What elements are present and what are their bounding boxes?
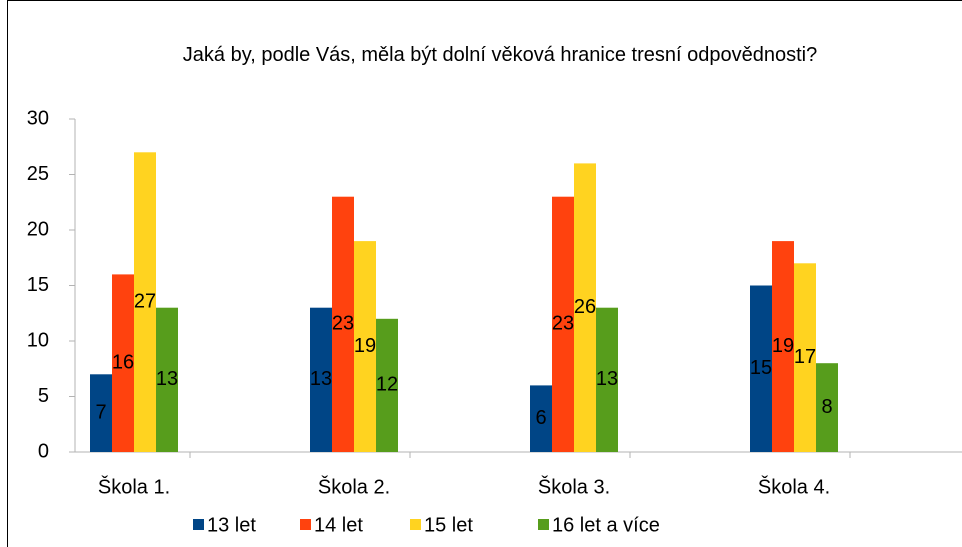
data-label: 19: [772, 335, 794, 357]
legend-swatch: [538, 519, 549, 530]
bar: [552, 196, 574, 452]
bar: [772, 241, 794, 452]
bar: [750, 285, 772, 452]
data-label: 7: [95, 401, 106, 423]
bar: [332, 196, 354, 452]
data-label: 8: [821, 396, 832, 418]
legend-swatch: [193, 519, 204, 530]
x-tick-label: Škola 3.: [538, 475, 610, 498]
y-tick-label: 15: [27, 274, 49, 296]
bar: [794, 263, 816, 452]
bar: [112, 274, 134, 452]
legend-label: 16 let a více: [552, 514, 660, 536]
bar: [156, 307, 178, 452]
data-label: 13: [310, 368, 332, 390]
data-label: 6: [535, 407, 546, 429]
data-label: 15: [750, 357, 772, 379]
y-tick-label: 30: [27, 107, 49, 129]
legend-swatch: [410, 519, 421, 530]
data-label: 27: [134, 290, 156, 312]
data-label: 26: [574, 296, 596, 318]
bar: [310, 307, 332, 452]
y-tick-label: 10: [27, 329, 49, 351]
data-label: 23: [552, 313, 574, 335]
data-label: 17: [794, 346, 816, 368]
y-tick-label: 20: [27, 218, 49, 240]
chart-title: Jaká by, podle Vás, měla být dolní věkov…: [182, 44, 818, 66]
legend-swatch: [300, 519, 311, 530]
x-tick-label: Škola 2.: [318, 475, 390, 498]
bar: [376, 318, 398, 452]
data-label: 19: [354, 335, 376, 357]
y-tick-label: 25: [27, 163, 49, 185]
data-label: 16: [112, 351, 134, 373]
bar: [816, 363, 838, 452]
bar: [90, 374, 112, 452]
x-tick-label: Škola 1.: [98, 475, 170, 498]
data-label: 13: [596, 368, 618, 390]
x-tick-label: Škola 4.: [758, 475, 830, 498]
y-tick-label: 0: [38, 440, 49, 462]
data-label: 13: [156, 368, 178, 390]
bar: [530, 385, 552, 452]
data-label: 23: [332, 313, 354, 335]
y-tick-label: 5: [38, 385, 49, 407]
legend-label: 14 let: [314, 514, 363, 536]
bar: [596, 307, 618, 452]
legend-label: 15 let: [424, 514, 473, 536]
frame: [7, 0, 962, 547]
legend-label: 13 let: [207, 514, 256, 536]
bar: [354, 241, 376, 452]
data-label: 12: [376, 374, 398, 396]
bar: [574, 163, 596, 452]
bar: [134, 152, 156, 453]
